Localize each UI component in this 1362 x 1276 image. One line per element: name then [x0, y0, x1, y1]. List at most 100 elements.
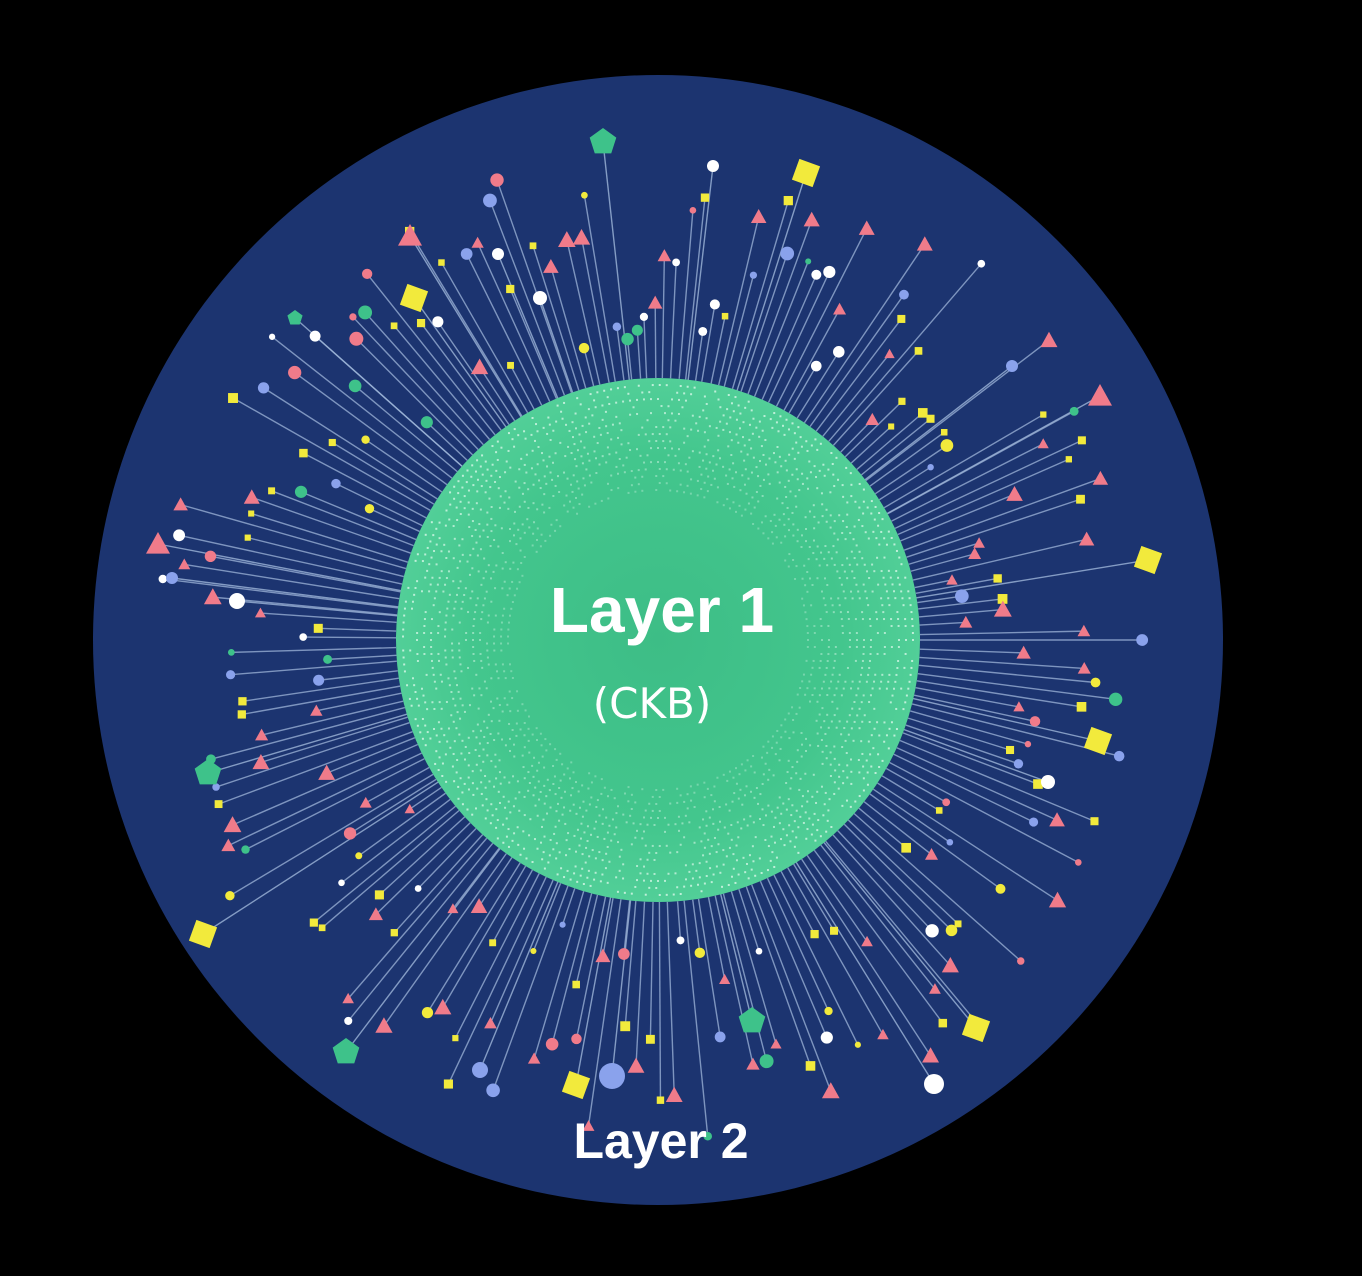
ring-dot [542, 818, 545, 821]
ring-dot [467, 611, 470, 614]
ring-dot [502, 823, 505, 826]
ring-dot [622, 813, 625, 816]
ring-dot [782, 513, 785, 516]
node-triangle-icon [928, 983, 941, 994]
ring-dot [911, 625, 914, 628]
ring-dot [841, 484, 844, 487]
ring-dot [484, 491, 487, 494]
ring-dot [459, 560, 462, 563]
ring-dot [485, 570, 488, 573]
ring-dot [579, 403, 582, 406]
ring-dot [766, 751, 769, 754]
ring-dot [809, 471, 812, 474]
ring-dot [728, 468, 731, 471]
ring-dot [498, 719, 501, 722]
ring-dot [908, 680, 911, 683]
ring-dot [806, 687, 809, 690]
ring-dot [801, 577, 804, 580]
ring-dot [702, 459, 705, 462]
ring-dot [810, 673, 813, 676]
ring-dot [558, 787, 561, 790]
ring-dot [409, 649, 412, 652]
ring-dot [862, 789, 865, 792]
ring-dot [800, 445, 803, 448]
ray-line [636, 330, 642, 379]
ring-dot [847, 733, 850, 736]
node-triangle-icon [470, 898, 488, 914]
ring-dot [448, 518, 451, 521]
ring-dot [563, 471, 566, 474]
ring-dot [799, 777, 802, 780]
ring-dot [725, 855, 728, 858]
ring-dot [595, 805, 598, 808]
ring-dot [458, 642, 461, 645]
ring-dot [588, 474, 591, 477]
ring-dot [728, 846, 731, 849]
ray-line [844, 400, 903, 458]
ring-dot [677, 815, 680, 818]
ring-dot [521, 703, 524, 706]
ring-dot [871, 687, 874, 690]
ring-dot [883, 556, 886, 559]
node-square-icon [399, 283, 429, 313]
ring-dot [848, 646, 851, 649]
ring-dot [604, 410, 607, 413]
ring-dot [717, 398, 720, 401]
ring-dot [627, 392, 630, 395]
ring-dot [444, 649, 447, 652]
ring-dot [563, 401, 566, 404]
ring-dot [448, 593, 451, 596]
ring-dot [708, 816, 711, 819]
ring-dot [528, 781, 531, 784]
ring-dot [778, 518, 781, 521]
ring-dot [842, 590, 845, 593]
ring-dot [676, 787, 679, 790]
ring-dot [536, 847, 539, 850]
ray-line [775, 228, 868, 407]
ring-dot [603, 389, 606, 392]
ring-dot [854, 800, 857, 803]
ring-dot [511, 438, 514, 441]
ring-dot [527, 506, 530, 509]
ring-dot [802, 604, 805, 607]
ring-dot [853, 700, 856, 703]
ring-dot [548, 506, 551, 509]
ring-dot [862, 645, 865, 648]
ring-dot [829, 491, 832, 494]
ring-dot [486, 754, 489, 757]
ring-dot [537, 761, 540, 764]
ring-dot [818, 469, 821, 472]
ring-dot [493, 628, 496, 631]
ring-dot [861, 659, 864, 662]
ring-dot [467, 736, 470, 739]
ring-dot [722, 773, 725, 776]
ring-dot [517, 434, 520, 437]
ring-dot [515, 734, 518, 737]
ring-dot [506, 594, 509, 597]
ring-dot [812, 552, 815, 555]
ray-line [583, 347, 595, 387]
ray-line [692, 899, 701, 953]
ring-dot [493, 635, 496, 638]
ring-dot [570, 761, 573, 764]
ring-dot [518, 581, 521, 584]
node-square-icon [248, 510, 255, 517]
ring-dot [574, 865, 577, 868]
node-circle-icon [338, 879, 345, 887]
ring-dot [736, 821, 739, 824]
ring-dot [516, 587, 519, 590]
ring-dot [546, 432, 549, 435]
ring-dot [472, 639, 474, 641]
ray-line [369, 507, 420, 533]
ring-dot [791, 830, 794, 833]
ring-dot [563, 773, 566, 776]
node-circle-icon [709, 299, 720, 310]
ring-dot [547, 416, 550, 419]
ring-dot [600, 778, 603, 781]
ring-dot [811, 666, 814, 669]
ring-dot [498, 771, 501, 774]
ring-dot [868, 659, 871, 662]
ring-dot [478, 742, 481, 745]
ring-dot [461, 791, 464, 794]
ray-line [860, 418, 931, 476]
